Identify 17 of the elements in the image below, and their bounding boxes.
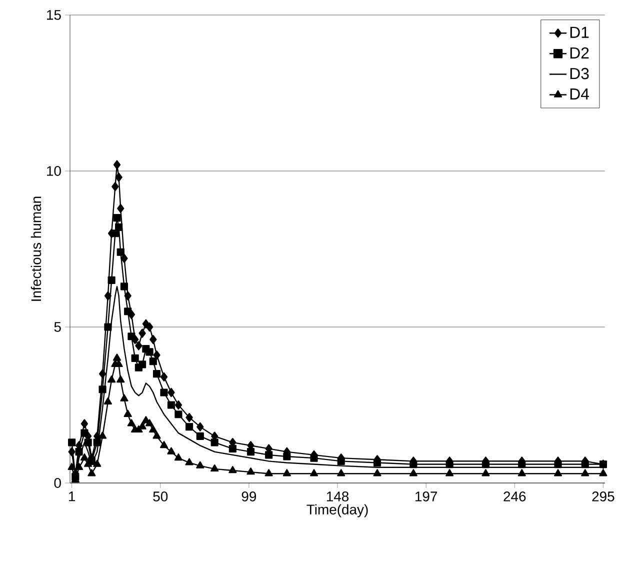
x-tick-label: 50 [153,492,168,502]
y-tick-label: 0 [54,478,61,488]
x-tick-label: 148 [326,492,349,502]
legend-label: D3 [570,68,589,80]
x-tick-label: 295 [592,492,614,502]
x-tick-label: 246 [504,492,526,502]
legend-label: D2 [570,47,589,58]
legend-label: D4 [570,88,589,100]
y-tick-label: 5 [54,322,61,332]
y-tick-label: 10 [47,166,61,176]
x-tick-label: 1 [68,492,76,502]
x-tick-label: 99 [242,492,256,502]
x-tick-label: 197 [415,492,438,502]
x-axis-title: Time(day) [306,504,368,518]
y-axis-title: Infectious human [30,196,42,301]
legend-label: D1 [570,26,589,38]
y-tick-label: 15 [47,10,61,20]
